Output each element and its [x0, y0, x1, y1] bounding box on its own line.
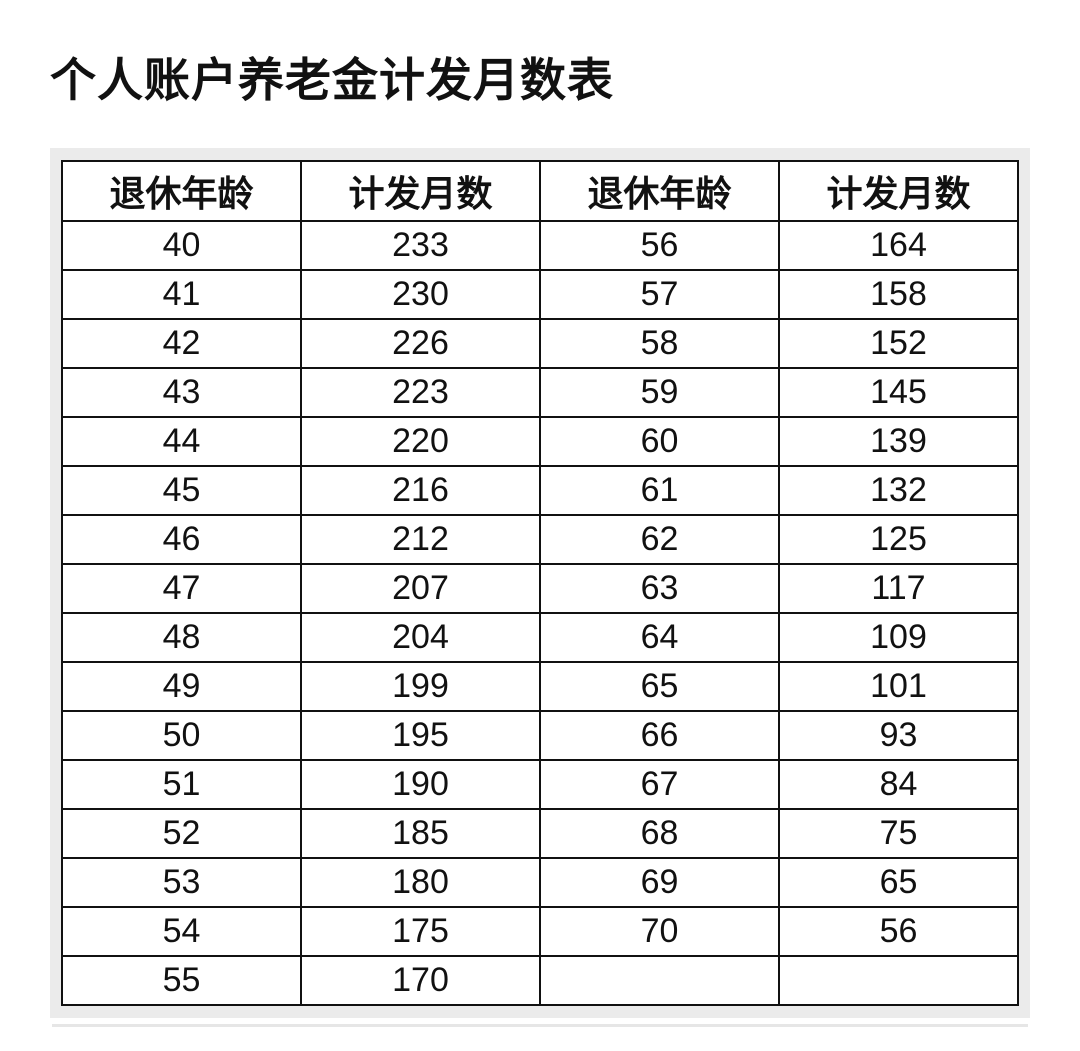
cell-payment-months: 190	[300, 759, 541, 810]
table-row: 44 220 60 139	[61, 416, 1019, 467]
cell-payment-months: 65	[778, 857, 1019, 908]
cell-payment-months: 223	[300, 367, 541, 418]
cell-payment-months: 109	[778, 612, 1019, 663]
cell-retirement-age: 66	[539, 710, 780, 761]
cell-payment-months: 204	[300, 612, 541, 663]
table-row: 42 226 58 152	[61, 318, 1019, 369]
cell-retirement-age: 48	[61, 612, 302, 663]
cell-payment-months: 170	[300, 955, 541, 1006]
cell-retirement-age: 58	[539, 318, 780, 369]
cell-retirement-age: 41	[61, 269, 302, 320]
table-row: 45 216 61 132	[61, 465, 1019, 516]
cell-retirement-age: 50	[61, 710, 302, 761]
cell-retirement-age: 69	[539, 857, 780, 908]
table-row: 41 230 57 158	[61, 269, 1019, 320]
cell-payment-months: 199	[300, 661, 541, 712]
cell-payment-months: 185	[300, 808, 541, 859]
table-row: 54 175 70 56	[61, 906, 1019, 957]
cell-payment-months: 117	[778, 563, 1019, 614]
cell-retirement-age: 46	[61, 514, 302, 565]
cell-payment-months: 93	[778, 710, 1019, 761]
cell-payment-months: 230	[300, 269, 541, 320]
cell-payment-months: 220	[300, 416, 541, 467]
cell-retirement-age: 55	[61, 955, 302, 1006]
cell-retirement-age: 52	[61, 808, 302, 859]
table-header-row: 退休年龄 计发月数 退休年龄 计发月数	[61, 160, 1019, 222]
cell-retirement-age: 63	[539, 563, 780, 614]
cell-payment-months: 164	[778, 220, 1019, 271]
table-row: 40 233 56 164	[61, 220, 1019, 271]
divider	[52, 1024, 1028, 1027]
cell-payment-months	[778, 955, 1019, 1006]
cell-retirement-age: 64	[539, 612, 780, 663]
header-payment-months: 计发月数	[300, 160, 541, 222]
cell-payment-months: 101	[778, 661, 1019, 712]
cell-payment-months: 226	[300, 318, 541, 369]
cell-retirement-age: 57	[539, 269, 780, 320]
cell-retirement-age: 44	[61, 416, 302, 467]
header-retirement-age: 退休年龄	[539, 160, 780, 222]
cell-retirement-age: 45	[61, 465, 302, 516]
cell-payment-months: 84	[778, 759, 1019, 810]
cell-retirement-age: 47	[61, 563, 302, 614]
cell-payment-months: 56	[778, 906, 1019, 957]
page-title: 个人账户养老金计发月数表	[50, 53, 614, 107]
cell-retirement-age: 61	[539, 465, 780, 516]
cell-retirement-age: 68	[539, 808, 780, 859]
cell-retirement-age: 43	[61, 367, 302, 418]
cell-retirement-age: 70	[539, 906, 780, 957]
cell-retirement-age	[539, 955, 780, 1006]
cell-retirement-age: 53	[61, 857, 302, 908]
cell-retirement-age: 49	[61, 661, 302, 712]
pension-months-table: 退休年龄 计发月数 退休年龄 计发月数 40 233 56 164 41 230 57 158…	[61, 160, 1019, 1006]
cell-payment-months: 152	[778, 318, 1019, 369]
table-row: 49 199 65 101	[61, 661, 1019, 712]
cell-payment-months: 125	[778, 514, 1019, 565]
cell-payment-months: 145	[778, 367, 1019, 418]
cell-payment-months: 195	[300, 710, 541, 761]
cell-payment-months: 132	[778, 465, 1019, 516]
cell-retirement-age: 62	[539, 514, 780, 565]
cell-retirement-age: 40	[61, 220, 302, 271]
cell-retirement-age: 56	[539, 220, 780, 271]
table-row: 46 212 62 125	[61, 514, 1019, 565]
cell-payment-months: 139	[778, 416, 1019, 467]
cell-payment-months: 207	[300, 563, 541, 614]
table-row: 52 185 68 75	[61, 808, 1019, 859]
table-row: 50 195 66 93	[61, 710, 1019, 761]
header-retirement-age: 退休年龄	[61, 160, 302, 222]
cell-retirement-age: 60	[539, 416, 780, 467]
cell-payment-months: 180	[300, 857, 541, 908]
cell-payment-months: 75	[778, 808, 1019, 859]
table-row: 48 204 64 109	[61, 612, 1019, 663]
cell-retirement-age: 65	[539, 661, 780, 712]
cell-payment-months: 212	[300, 514, 541, 565]
cell-payment-months: 175	[300, 906, 541, 957]
cell-retirement-age: 67	[539, 759, 780, 810]
table-row: 51 190 67 84	[61, 759, 1019, 810]
cell-retirement-age: 59	[539, 367, 780, 418]
cell-payment-months: 158	[778, 269, 1019, 320]
cell-payment-months: 216	[300, 465, 541, 516]
table-row: 55 170	[61, 955, 1019, 1006]
table-row: 53 180 69 65	[61, 857, 1019, 908]
cell-payment-months: 233	[300, 220, 541, 271]
cell-retirement-age: 42	[61, 318, 302, 369]
cell-retirement-age: 51	[61, 759, 302, 810]
table-row: 47 207 63 117	[61, 563, 1019, 614]
header-payment-months: 计发月数	[778, 160, 1019, 222]
cell-retirement-age: 54	[61, 906, 302, 957]
table-row: 43 223 59 145	[61, 367, 1019, 418]
